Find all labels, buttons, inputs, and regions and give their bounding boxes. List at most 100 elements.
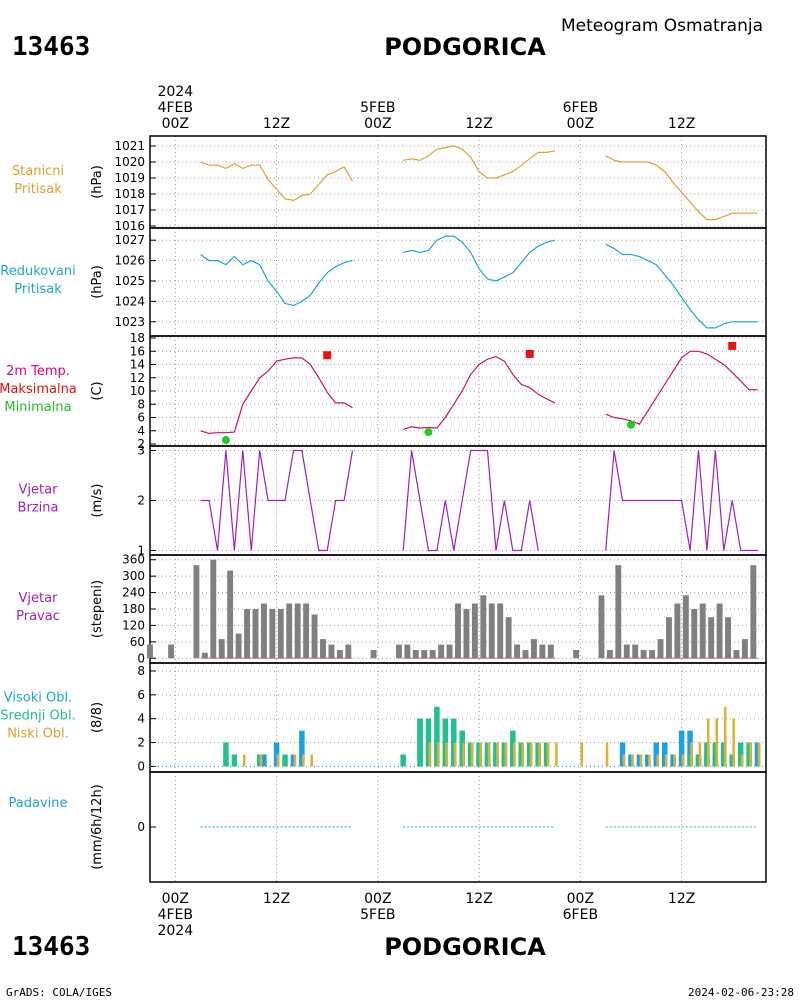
series-line bbox=[403, 145, 556, 179]
y-tick-label: 120 bbox=[122, 618, 145, 632]
wind-direction-bar bbox=[699, 603, 706, 659]
series-line bbox=[200, 357, 353, 435]
time-label: 6FEB bbox=[563, 100, 598, 116]
panel-unit: (hPa) bbox=[90, 165, 105, 199]
series-station-pressure bbox=[200, 145, 758, 221]
panel-label: 2m Temp. bbox=[6, 364, 70, 379]
panel-label: Brzina bbox=[18, 501, 59, 516]
cloud-bar bbox=[723, 706, 727, 767]
station-name-top: PODGORICA bbox=[384, 33, 546, 61]
y-tick-label: 4 bbox=[137, 424, 145, 438]
wind-direction-bar bbox=[455, 603, 461, 659]
y-tick-label: 1021 bbox=[114, 139, 145, 153]
time-label: 00Z bbox=[364, 116, 391, 132]
wind-direction-bar bbox=[193, 565, 200, 659]
cloud-bar bbox=[518, 742, 525, 767]
station-id-bottom: 13463 bbox=[12, 932, 90, 962]
time-label: 5FEB bbox=[360, 907, 395, 923]
y-tick-label: 12 bbox=[130, 371, 145, 385]
wind-direction-bar bbox=[269, 609, 276, 659]
cloud-bar bbox=[687, 730, 693, 767]
cloud-bar bbox=[712, 742, 719, 767]
cloud-bar bbox=[645, 754, 651, 767]
cloud-bar bbox=[757, 742, 761, 767]
y-tick-label: 1025 bbox=[114, 274, 145, 288]
cloud-bar bbox=[442, 718, 449, 767]
cloud-bar bbox=[670, 754, 676, 767]
max-temp-marker bbox=[525, 349, 534, 358]
panel-label: Redukovani bbox=[0, 264, 75, 279]
wind-direction-bar bbox=[708, 617, 715, 659]
max-temp-marker bbox=[323, 351, 332, 360]
series-reduced-pressure bbox=[200, 235, 758, 329]
panel-unit: (8/8) bbox=[90, 702, 105, 733]
wind-direction-bar bbox=[303, 603, 310, 659]
panel-station-pressure: 1016 1017 1018 1019 1020 1021 (hPa) Stanicni Pri… bbox=[12, 135, 767, 233]
min-temp-marker bbox=[424, 428, 433, 437]
wind-direction-bar bbox=[573, 650, 580, 659]
wind-direction-bar bbox=[286, 603, 293, 659]
cloud-bar bbox=[715, 718, 718, 767]
time-label: 5FEB bbox=[360, 100, 395, 116]
cloud-bar bbox=[605, 742, 609, 767]
time-label: 12Z bbox=[668, 891, 695, 907]
y-tick-label: 3 bbox=[137, 444, 145, 458]
wind-direction-bar bbox=[691, 609, 698, 659]
cloud-bar bbox=[425, 718, 432, 767]
wind-direction-bar bbox=[235, 633, 242, 659]
y-tick-label: 8 bbox=[137, 664, 145, 678]
panel-label: Vjetar bbox=[19, 591, 59, 606]
cloud-bar bbox=[639, 754, 643, 767]
wind-direction-bar bbox=[227, 570, 234, 659]
wind-direction-bar bbox=[733, 650, 740, 659]
cloud-bar bbox=[400, 754, 406, 767]
cloud-bar bbox=[622, 754, 626, 767]
series-wind-direction bbox=[147, 559, 758, 659]
cloud-bar bbox=[434, 706, 440, 767]
y-tick-label: 240 bbox=[122, 586, 145, 600]
cloud-bar bbox=[754, 742, 761, 767]
panel-label: Minimalna bbox=[4, 400, 71, 415]
y-tick-label: 1023 bbox=[114, 315, 145, 329]
wind-direction-bar bbox=[606, 650, 613, 659]
wind-direction-bar bbox=[530, 639, 537, 659]
cloud-bar bbox=[467, 742, 474, 767]
y-tick-label: 6 bbox=[137, 411, 145, 425]
panel-frame bbox=[149, 135, 767, 229]
time-label: 00Z bbox=[567, 891, 594, 907]
wind-direction-bar bbox=[522, 650, 529, 659]
wind-direction-bar bbox=[168, 644, 175, 659]
panel-label: Maksimalna bbox=[0, 382, 77, 397]
series-line bbox=[605, 155, 758, 221]
wind-direction-bar bbox=[725, 617, 731, 659]
cloud-bar bbox=[749, 742, 752, 767]
wind-direction-bar bbox=[741, 639, 748, 659]
cloud-bar bbox=[721, 742, 727, 767]
cloud-bar bbox=[636, 754, 643, 767]
max-temp-marker bbox=[728, 341, 737, 350]
cloud-bar bbox=[479, 742, 482, 767]
wind-direction-bar bbox=[497, 603, 504, 659]
station-id-top: 13463 bbox=[12, 32, 90, 62]
wind-direction-bar bbox=[438, 644, 445, 659]
wind-direction-bar bbox=[649, 650, 656, 659]
wind-direction-bar bbox=[218, 639, 225, 659]
cloud-bar bbox=[290, 754, 297, 767]
series-line bbox=[605, 350, 758, 425]
wind-direction-bar bbox=[201, 652, 208, 659]
cloud-bar bbox=[293, 754, 297, 767]
y-tick-label: 0 bbox=[137, 820, 145, 834]
y-tick-label: 10 bbox=[130, 384, 145, 398]
panel-label: Pritisak bbox=[14, 282, 62, 297]
panels: 101610171018101910201021(hPa)StanicniPri… bbox=[0, 135, 767, 883]
wind-direction-bar bbox=[421, 650, 428, 659]
cloud-bar bbox=[678, 730, 685, 767]
wind-direction-bar bbox=[277, 609, 284, 659]
cloud-bar bbox=[661, 742, 668, 767]
wind-direction-bar bbox=[682, 595, 689, 659]
series-line bbox=[403, 235, 556, 282]
series-line bbox=[605, 450, 758, 552]
cloud-bar bbox=[445, 742, 448, 767]
cloud-bar bbox=[704, 742, 710, 767]
